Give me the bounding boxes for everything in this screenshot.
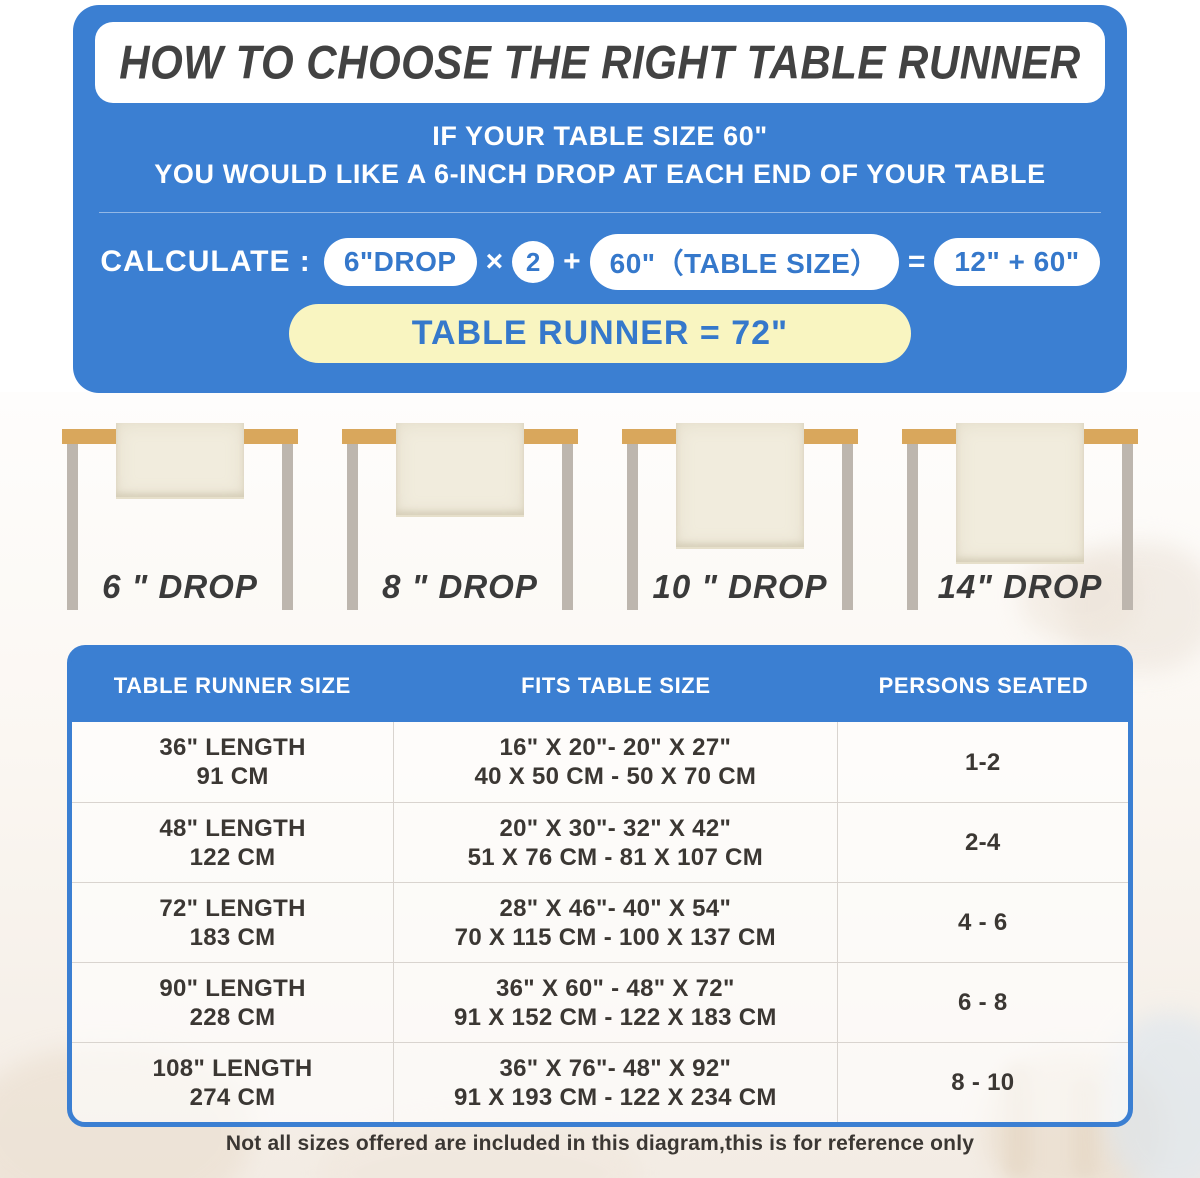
runner-size-cell: 108" LENGTH 274 CM: [72, 1043, 395, 1122]
fits-size-cell: 20" X 30"- 32" X 42" 51 X 76 CM - 81 X 1…: [394, 803, 838, 882]
subtitle-line-2: YOU WOULD LIKE A 6-INCH DROP AT EACH END…: [154, 159, 1046, 189]
calculation-row: CALCULATE : 6"DROP × 2 + 60"（TABLE SIZE）…: [73, 233, 1127, 291]
fits-size-inches: 20" X 30"- 32" X 42": [499, 814, 732, 842]
table-leg-right: [1122, 444, 1133, 610]
page-title: HOW TO CHOOSE THE RIGHT TABLE RUNNER: [119, 35, 1081, 89]
runner-size-inches: 108" LENGTH: [152, 1054, 313, 1082]
size-chart-panel: TABLE RUNNER SIZE FITS TABLE SIZE PERSON…: [67, 645, 1133, 1127]
table-row: 72" LENGTH 183 CM 28" X 46"- 40" X 54" 7…: [72, 882, 1128, 962]
fits-size-cell: 36" X 60" - 48" X 72" 91 X 152 CM - 122 …: [394, 963, 838, 1042]
table-runner: [396, 423, 524, 517]
persons-cell: 6 - 8: [958, 989, 1008, 1016]
plus-sign: +: [563, 245, 581, 278]
drop-label: 8 " DROP: [382, 568, 538, 605]
persons-cell: 1-2: [964, 748, 1001, 776]
result-text: TABLE RUNNER = 72": [411, 314, 789, 352]
table-leg-left: [347, 444, 358, 610]
fits-size-cm: 91 X 193 CM - 122 X 234 CM: [454, 1083, 777, 1111]
table-leg-left: [627, 444, 638, 610]
runner-size-cell: 36" LENGTH 91 CM: [72, 722, 395, 802]
instructions-panel: HOW TO CHOOSE THE RIGHT TABLE RUNNER IF …: [73, 5, 1127, 393]
fits-size-inches: 16" X 20"- 20" X 27": [499, 734, 732, 761]
drop-figure-14: 14" DROP: [902, 420, 1138, 616]
column-header-persons: PERSONS SEATED: [878, 672, 1089, 698]
subtitle-line-1: IF YOUR TABLE SIZE 60": [432, 121, 768, 151]
runner-size-cell: 72" LENGTH 183 CM: [72, 883, 395, 962]
drop-figure-8: 8 " DROP: [342, 420, 578, 616]
fits-size-cm: 70 X 115 CM - 100 X 137 CM: [454, 923, 776, 951]
table-leg-left: [907, 444, 918, 610]
column-header-fits-table: FITS TABLE SIZE: [521, 672, 711, 698]
table-leg-right: [842, 444, 853, 610]
runner-size-cm: 91 CM: [196, 763, 269, 790]
background-blur-shape: [1020, 552, 1140, 642]
result-pill: TABLE RUNNER = 72": [289, 304, 911, 363]
drop-label: 6 " DROP: [102, 568, 258, 605]
table-size-pill: 60"（TABLE SIZE）: [589, 234, 899, 290]
drop-examples: 6 " DROP 8 " DROP 10 " DROP 14" DROP: [0, 420, 1200, 616]
footer-note: Not all sizes offered are included in th…: [225, 1132, 975, 1155]
multiplier-badge: 2: [512, 241, 555, 283]
size-chart-header: TABLE RUNNER SIZE FITS TABLE SIZE PERSON…: [71, 649, 1129, 722]
runner-size-cm: 122 CM: [189, 843, 276, 871]
runner-size-inches: 36" LENGTH: [159, 734, 306, 761]
drop-value-pill: 6"DROP: [323, 238, 477, 286]
title-banner: HOW TO CHOOSE THE RIGHT TABLE RUNNER: [95, 22, 1105, 103]
table-row: 90" LENGTH 228 CM 36" X 60" - 48" X 72" …: [72, 962, 1128, 1042]
fits-size-cm: 91 X 152 CM - 122 X 183 CM: [454, 1003, 777, 1031]
table-runner: [956, 423, 1084, 564]
sum-pill: 12" + 60": [934, 238, 1100, 286]
runner-size-inches: 90" LENGTH: [159, 974, 306, 1002]
drop-label: 10 " DROP: [652, 568, 828, 605]
multiply-sign: ×: [485, 245, 504, 278]
table-leg-right: [562, 444, 573, 610]
persons-cell: 8 - 10: [951, 1069, 1015, 1096]
table-row: 48" LENGTH 122 CM 20" X 30"- 32" X 42" 5…: [72, 802, 1128, 882]
fits-size-inches: 28" X 46"- 40" X 54": [499, 894, 732, 922]
runner-size-inches: 48" LENGTH: [159, 814, 306, 842]
fits-size-cell: 36" X 76"- 48" X 92" 91 X 193 CM - 122 X…: [394, 1043, 838, 1122]
calculate-label: CALCULATE :: [100, 245, 311, 278]
fits-size-inches: 36" X 76"- 48" X 92": [499, 1054, 732, 1082]
table-row: 108" LENGTH 274 CM 36" X 76"- 48" X 92" …: [72, 1042, 1128, 1122]
table-row: 36" LENGTH 91 CM 16" X 20"- 20" X 27" 40…: [72, 722, 1128, 802]
divider-line: [99, 212, 1101, 213]
runner-size-cell: 90" LENGTH 228 CM: [72, 963, 395, 1042]
column-header-runner-size: TABLE RUNNER SIZE: [113, 672, 351, 698]
runner-size-cell: 48" LENGTH 122 CM: [72, 803, 395, 882]
fits-size-cell: 28" X 46"- 40" X 54" 70 X 115 CM - 100 X…: [394, 883, 838, 962]
table-runner: [676, 423, 804, 549]
runner-size-cm: 228 CM: [189, 1003, 276, 1031]
size-chart-body: 36" LENGTH 91 CM 16" X 20"- 20" X 27" 40…: [72, 722, 1128, 1122]
persons-cell: 4 - 6: [958, 909, 1008, 936]
fits-size-inches: 36" X 60" - 48" X 72": [496, 974, 735, 1002]
persons-cell: 2-4: [964, 829, 1001, 856]
runner-size-cm: 183 CM: [189, 923, 276, 951]
runner-size-inches: 72" LENGTH: [159, 894, 306, 922]
fits-size-cell: 16" X 20"- 20" X 27" 40 X 50 CM - 50 X 7…: [394, 722, 838, 802]
fits-size-cm: 51 X 76 CM - 81 X 107 CM: [467, 843, 763, 871]
drop-label: 14" DROP: [937, 568, 1103, 605]
background-blur-shape: [320, 1123, 640, 1178]
drop-figure-10: 10 " DROP: [622, 420, 858, 616]
table-runner: [116, 423, 244, 499]
drop-figure-6: 6 " DROP: [62, 420, 298, 616]
runner-size-cm: 274 CM: [189, 1083, 276, 1111]
table-leg-right: [282, 444, 293, 610]
equals-sign: =: [907, 245, 926, 278]
table-leg-left: [67, 444, 78, 610]
fits-size-cm: 40 X 50 CM - 50 X 70 CM: [474, 763, 757, 790]
